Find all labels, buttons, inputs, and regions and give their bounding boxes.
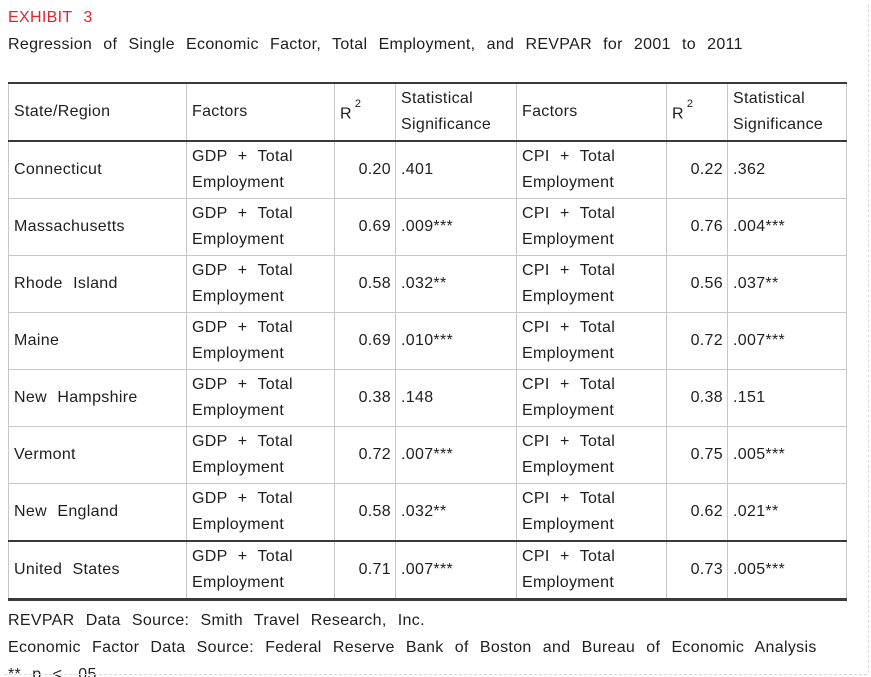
r2-cpi-cell: 0.73 — [666, 540, 728, 600]
significance-gdp-cell: .007*** — [395, 540, 517, 600]
row-connecticut: Connecticut GDP + Total Employment 0.20 … — [8, 140, 847, 199]
significance-gdp-cell: .148 — [395, 369, 517, 427]
r2-gdp-cell: 0.69 — [334, 312, 396, 370]
significance-gdp-cell: .010*** — [395, 312, 517, 370]
factors-cpi-cell: CPI + Total Employment — [516, 312, 667, 370]
r2-cpi-cell: 0.62 — [666, 483, 728, 542]
r2-gdp-cell: 0.69 — [334, 198, 396, 256]
state-cell: New England — [8, 483, 187, 542]
factors-cpi-cell: CPI + Total Employment — [516, 140, 667, 199]
header-significance-gdp: Statistical Significance — [395, 82, 517, 142]
significance-gdp-cell: .032** — [395, 255, 517, 313]
factors-gdp-cell: GDP + Total Employment — [186, 483, 335, 542]
r2-gdp-cell: 0.20 — [334, 140, 396, 199]
factors-cpi-cell: CPI + Total Employment — [516, 369, 667, 427]
significance-cpi-cell: .151 — [727, 369, 847, 427]
significance-cpi-cell: .021** — [727, 483, 847, 542]
exhibit-title: Regression of Single Economic Factor, To… — [8, 36, 743, 53]
row-vermont: Vermont GDP + Total Employment 0.72 .007… — [8, 426, 847, 484]
page-guide-right — [868, 4, 869, 673]
header-r2-gdp: R2 — [334, 82, 396, 142]
row-massachusetts: Massachusetts GDP + Total Employment 0.6… — [8, 198, 847, 256]
factors-gdp-cell: GDP + Total Employment — [186, 426, 335, 484]
r2-gdp-cell: 0.38 — [334, 369, 396, 427]
factors-gdp-cell: GDP + Total Employment — [186, 540, 335, 600]
page-guide-bottom — [4, 674, 867, 675]
row-maine: Maine GDP + Total Employment 0.69 .010**… — [8, 312, 847, 370]
significance-gdp-cell: .009*** — [395, 198, 517, 256]
exhibit-label: EXHIBIT 3 — [8, 9, 93, 26]
r2-gdp-cell: 0.71 — [334, 540, 396, 600]
state-cell: Vermont — [8, 426, 187, 484]
r2-cpi-cell: 0.76 — [666, 198, 728, 256]
r2-superscript: 2 — [354, 98, 362, 111]
factors-cpi-cell: CPI + Total Employment — [516, 483, 667, 542]
factors-gdp-cell: GDP + Total Employment — [186, 140, 335, 199]
state-cell: Rhode Island — [8, 255, 187, 313]
significance-gdp-cell: .007*** — [395, 426, 517, 484]
state-cell: Connecticut — [8, 140, 187, 199]
state-cell: Massachusetts — [8, 198, 187, 256]
r2-gdp-cell: 0.72 — [334, 426, 396, 484]
header-r2-cpi: R2 — [666, 82, 728, 142]
row-new-england: New England GDP + Total Employment 0.58 … — [8, 483, 847, 542]
significance-cpi-cell: .004*** — [727, 198, 847, 256]
r2-superscript: 2 — [686, 98, 694, 111]
factors-cpi-cell: CPI + Total Employment — [516, 198, 667, 256]
factors-gdp-cell: GDP + Total Employment — [186, 312, 335, 370]
header-factors-gdp: Factors — [186, 82, 335, 142]
factors-gdp-cell: GDP + Total Employment — [186, 198, 335, 256]
footnote-economic-source: Economic Factor Data Source: Federal Res… — [8, 639, 817, 656]
factors-gdp-cell: GDP + Total Employment — [186, 255, 335, 313]
footnote-revpar-source: REVPAR Data Source: Smith Travel Researc… — [8, 612, 425, 629]
row-rhode-island: Rhode Island GDP + Total Employment 0.58… — [8, 255, 847, 313]
header-factors-cpi: Factors — [516, 82, 667, 142]
factors-cpi-cell: CPI + Total Employment — [516, 426, 667, 484]
r2-cpi-cell: 0.38 — [666, 369, 728, 427]
r2-gdp-cell: 0.58 — [334, 255, 396, 313]
significance-cpi-cell: .037** — [727, 255, 847, 313]
r2-base: R — [340, 105, 352, 123]
significance-gdp-cell: .032** — [395, 483, 517, 542]
header-state-region: State/Region — [8, 82, 187, 142]
significance-cpi-cell: .362 — [727, 140, 847, 199]
r2-base: R — [672, 105, 684, 123]
significance-gdp-cell: .401 — [395, 140, 517, 199]
regression-table: State/Region Factors R2 Statistical Sign… — [8, 82, 847, 601]
footnote-p05: ** p < .05 — [8, 666, 97, 677]
r2-cpi-cell: 0.75 — [666, 426, 728, 484]
significance-cpi-cell: .005*** — [727, 540, 847, 600]
r2-cpi-cell: 0.72 — [666, 312, 728, 370]
r2-cpi-cell: 0.22 — [666, 140, 728, 199]
state-cell: New Hampshire — [8, 369, 187, 427]
state-cell: Maine — [8, 312, 187, 370]
significance-cpi-cell: .007*** — [727, 312, 847, 370]
state-cell: United States — [8, 540, 187, 600]
r2-cpi-cell: 0.56 — [666, 255, 728, 313]
header-row: State/Region Factors R2 Statistical Sign… — [8, 82, 847, 142]
header-significance-cpi: Statistical Significance — [727, 82, 847, 142]
significance-cpi-cell: .005*** — [727, 426, 847, 484]
factors-cpi-cell: CPI + Total Employment — [516, 255, 667, 313]
row-new-hampshire: New Hampshire GDP + Total Employment 0.3… — [8, 369, 847, 427]
row-united-states: United States GDP + Total Employment 0.7… — [8, 540, 847, 600]
r2-gdp-cell: 0.58 — [334, 483, 396, 542]
factors-gdp-cell: GDP + Total Employment — [186, 369, 335, 427]
footnotes: REVPAR Data Source: Smith Travel Researc… — [8, 607, 871, 677]
factors-cpi-cell: CPI + Total Employment — [516, 540, 667, 600]
